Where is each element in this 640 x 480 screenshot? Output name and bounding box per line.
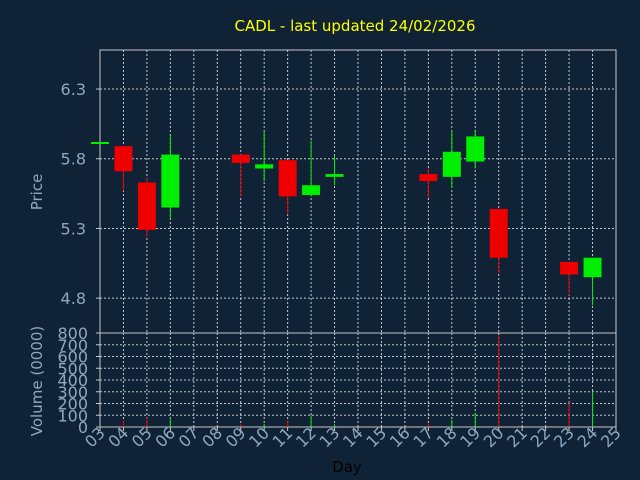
- candle-body: [114, 146, 133, 172]
- volume-tick-label: 700: [57, 336, 88, 355]
- x-tick-label: 25: [597, 423, 625, 451]
- candle-body: [583, 257, 602, 278]
- candle-body: [466, 136, 485, 162]
- volume-tick-label: 100: [57, 406, 88, 425]
- price-axis-label: Price: [28, 174, 46, 211]
- volume-tick-label: 500: [57, 359, 88, 378]
- candle-body: [325, 174, 344, 177]
- x-axis-label: Day: [332, 458, 362, 476]
- price-tick-label: 4.8: [61, 289, 86, 308]
- volume-axis-label: Volume (0000): [28, 326, 46, 436]
- chart-title: CADL - last updated 24/02/2026: [234, 17, 475, 35]
- candle-body: [91, 142, 109, 145]
- volume-tick-label: 800: [57, 324, 88, 343]
- candle-body: [231, 154, 250, 163]
- candle-body: [255, 164, 274, 169]
- candle-body: [442, 151, 461, 177]
- candle-body: [560, 261, 579, 275]
- price-tick-label: 6.3: [61, 80, 86, 99]
- volume-tick-label: 400: [57, 371, 88, 390]
- volume-tick-label: 200: [57, 395, 88, 414]
- candle-body: [489, 208, 508, 258]
- candle-body: [419, 174, 438, 182]
- candle-body: [137, 182, 156, 230]
- volume-tick-label: 0: [78, 418, 88, 437]
- price-panel: 6.3 5.8 5.3 4.8: [61, 49, 617, 334]
- x-tick-labels: 0304050607080910111213141516171819202122…: [81, 423, 625, 451]
- price-tick-label: 5.8: [61, 150, 86, 169]
- volume-tick-label: 300: [57, 383, 88, 402]
- candle-body: [278, 160, 297, 197]
- volume-tick-label: 600: [57, 348, 88, 367]
- price-tick-label: 5.3: [61, 219, 86, 238]
- candle-body: [161, 154, 180, 208]
- candle-body: [302, 185, 321, 195]
